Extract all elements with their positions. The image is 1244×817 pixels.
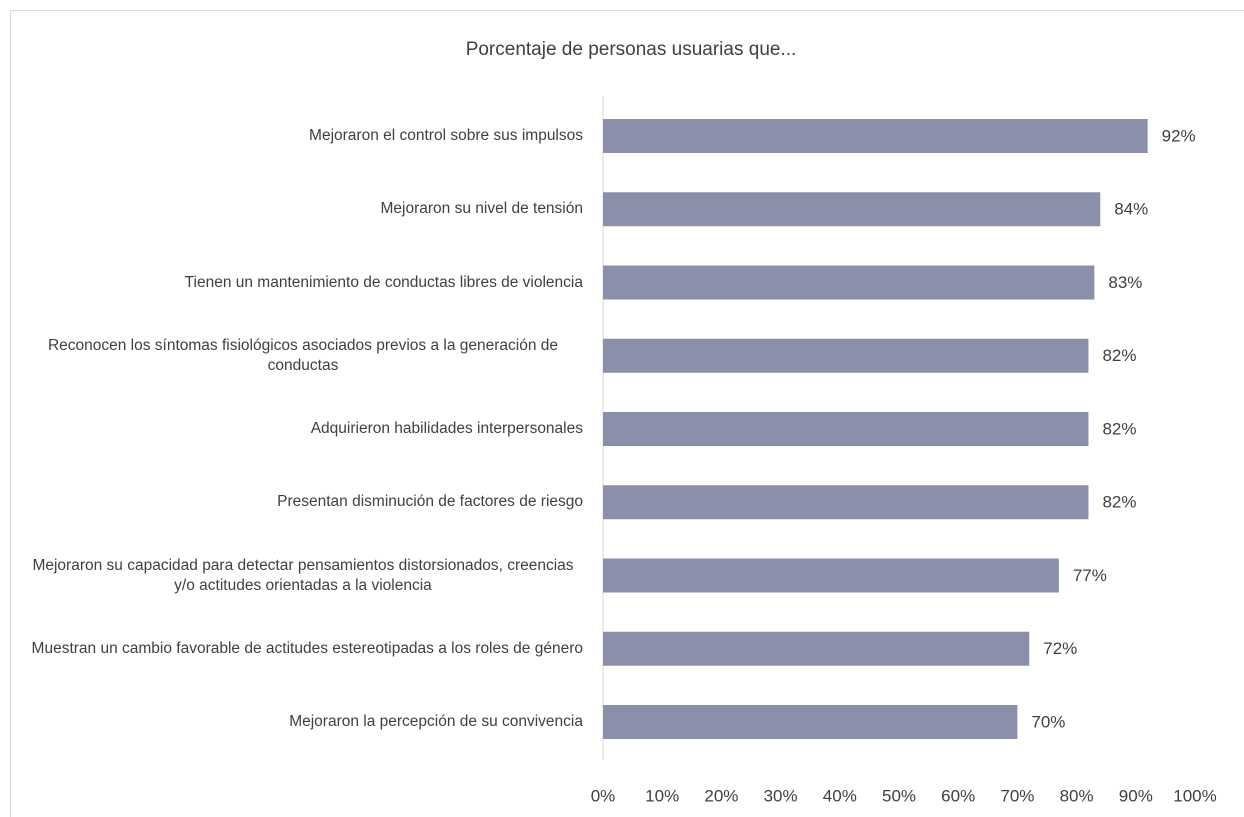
x-tick-label: 30% (764, 786, 798, 805)
value-label: 70% (1031, 712, 1065, 731)
category-label-box: Presentan disminución de factores de rie… (23, 492, 583, 512)
x-tick-label: 50% (882, 786, 916, 805)
x-tick-label: 70% (1000, 786, 1034, 805)
y-tick-label: Mejoraron su capacidad para detectar pen… (32, 556, 574, 594)
value-label: 77% (1073, 566, 1107, 585)
y-tick-label: Mejoraron su nivel de tensión (380, 200, 583, 218)
y-tick-label: Muestran un cambio favorable de actitude… (31, 639, 583, 657)
category-label-box: Adquirieron habilidades interpersonales (23, 419, 583, 439)
y-tick-label: Presentan disminución de factores de rie… (277, 493, 583, 511)
x-tick-label: 80% (1060, 786, 1094, 805)
y-tick-label: Adquirieron habilidades interpersonales (310, 420, 583, 437)
bar (603, 412, 1089, 446)
x-tick-label: 100% (1173, 786, 1216, 805)
bar (603, 192, 1101, 227)
bar (603, 338, 1089, 373)
bar (603, 265, 1095, 300)
category-label-box: Mejoraron su nivel de tensión (23, 199, 583, 219)
value-label: 83% (1108, 273, 1142, 292)
x-tick-label: 60% (941, 786, 975, 805)
x-tick-label: 20% (704, 786, 738, 805)
x-tick-label: 10% (645, 786, 679, 805)
bar (603, 119, 1148, 153)
chart-frame (10, 10, 1244, 817)
value-label: 82% (1102, 346, 1136, 365)
y-tick-label: Reconocen los síntomas fisiológicos asoc… (47, 336, 559, 374)
category-label-box: Tienen un mantenimiento de conductas lib… (23, 273, 583, 293)
y-tick-label: Mejoraron el control sobre sus impulsos (309, 127, 583, 144)
bar (603, 631, 1030, 666)
category-label-box: Mejoraron el control sobre sus impulsos (23, 126, 583, 146)
y-tick-label: Tienen un mantenimiento de conductas lib… (184, 273, 583, 291)
y-tick-label: Mejoraron la percepción de su convivenci… (289, 713, 583, 730)
category-label-box: Reconocen los síntomas fisiológicos asoc… (23, 336, 583, 376)
x-tick-label: 0% (591, 786, 616, 805)
value-label: 72% (1043, 639, 1077, 658)
value-label: 82% (1102, 493, 1136, 512)
category-label-box: Muestran un cambio favorable de actitude… (23, 639, 583, 659)
category-label-box: Mejoraron su capacidad para detectar pen… (23, 556, 583, 596)
bar (603, 558, 1059, 593)
chart-title: Porcentaje de personas usuarias que... (466, 39, 797, 60)
value-label: 84% (1114, 200, 1148, 219)
value-label: 92% (1162, 126, 1196, 145)
x-tick-label: 90% (1119, 786, 1153, 805)
category-label-box: Mejoraron la percepción de su convivenci… (23, 712, 583, 732)
x-tick-label: 40% (823, 786, 857, 805)
bar (603, 705, 1018, 739)
value-label: 82% (1102, 419, 1136, 438)
bar (603, 485, 1089, 520)
